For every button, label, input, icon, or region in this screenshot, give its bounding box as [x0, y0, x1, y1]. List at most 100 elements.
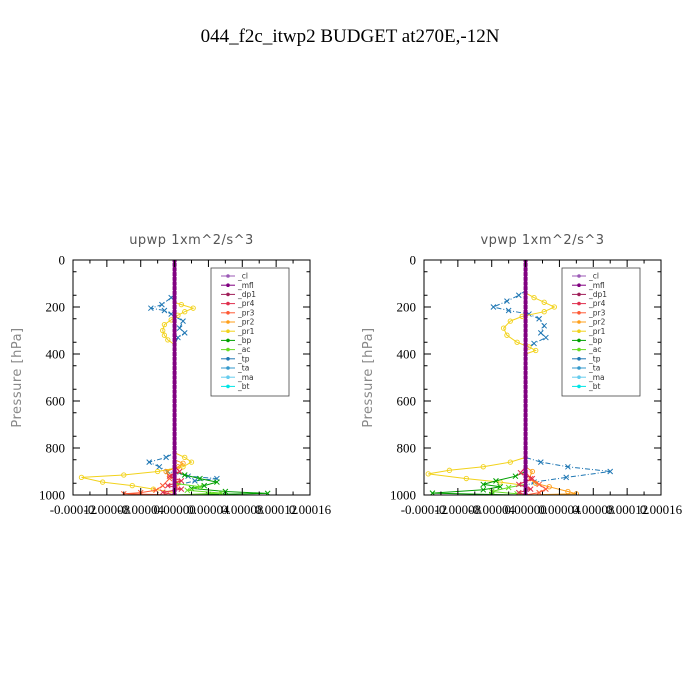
data-point [523, 347, 528, 352]
data-point [523, 328, 528, 333]
data-point [523, 295, 528, 300]
data-point [180, 318, 186, 324]
legend-label: _bt [237, 382, 250, 391]
legend-marker [577, 357, 581, 361]
legend-item: _bt [572, 382, 601, 391]
legend-item: _pr2 [221, 318, 255, 327]
data-point [159, 489, 166, 495]
data-point [172, 276, 177, 281]
legend-marker [226, 301, 230, 306]
series-tp [490, 260, 614, 495]
data-point [176, 468, 183, 475]
y-tick-label: 800 [397, 441, 417, 456]
data-point [505, 484, 512, 491]
data-point [425, 471, 431, 477]
legend: _cl_mfl_dp1_pr4_pr3_pr2_pr1_bp_ac_tp_ta_… [561, 267, 641, 397]
data-point [172, 380, 177, 385]
data-point [523, 272, 528, 277]
data-point [161, 321, 168, 328]
data-point [172, 460, 177, 465]
legend-label: _ac [237, 345, 250, 354]
legend-item: _pr3 [572, 308, 606, 317]
series-mfl [172, 260, 177, 495]
data-point [523, 431, 528, 436]
legend-item: _bp [221, 336, 252, 345]
legend: _cl_mfl_dp1_pr4_pr3_pr2_pr1_bp_ac_tp_ta_… [210, 267, 290, 397]
x-tick-label: -0.00008 [435, 502, 482, 517]
data-point [156, 463, 163, 470]
legend-marker [226, 283, 230, 288]
data-point [529, 475, 536, 482]
data-point [523, 333, 528, 338]
x-tick-label: 0.00004 [187, 502, 230, 517]
series-line [525, 260, 577, 495]
series-ac [488, 260, 527, 495]
data-point [504, 332, 510, 338]
data-point [172, 272, 177, 277]
data-point [161, 307, 168, 314]
data-point [163, 468, 169, 475]
data-point [181, 329, 188, 336]
data-point [523, 394, 528, 399]
x-tick-label: -0.00004 [468, 502, 515, 517]
data-point [523, 342, 528, 347]
legend-item: _ac [572, 345, 601, 354]
data-point [523, 375, 528, 380]
legend-label: _tp [237, 354, 250, 363]
data-point [188, 459, 195, 465]
data-point [523, 380, 528, 385]
data-point [523, 384, 528, 389]
legend-item: _dp1 [572, 290, 607, 299]
legend-marker [226, 274, 230, 278]
y-tick-label: 800 [46, 441, 66, 456]
legend-item: _pr2 [572, 318, 606, 327]
data-point [523, 450, 528, 455]
data-point [172, 352, 177, 356]
data-point [172, 375, 177, 380]
series-tp [146, 260, 220, 495]
data-point [172, 347, 177, 352]
series-pr1 [425, 260, 557, 495]
data-point [197, 475, 203, 482]
data-point [565, 488, 571, 495]
data-point [551, 304, 557, 310]
series-line [147, 260, 217, 495]
x-tick-label: -0.00004 [117, 502, 164, 517]
data-point [523, 427, 528, 432]
legend-item: _bp [572, 336, 603, 345]
data-point [607, 468, 614, 475]
data-point [172, 286, 177, 291]
data-point [172, 290, 177, 295]
data-point [527, 486, 534, 492]
data-point [565, 463, 571, 470]
data-point [192, 478, 198, 484]
data-point [172, 300, 177, 305]
data-point [154, 468, 161, 475]
legend-item: _mfl [221, 281, 254, 290]
data-point [172, 464, 177, 469]
data-point [172, 413, 177, 418]
data-point [523, 309, 528, 314]
data-point [546, 484, 552, 490]
data-point [166, 473, 173, 480]
data-point [172, 370, 177, 375]
legend-marker [577, 320, 581, 324]
data-point [523, 305, 528, 309]
data-point [523, 356, 528, 361]
legend-item: _mfl [572, 281, 605, 290]
data-point [172, 295, 177, 300]
legend-item: _ta [572, 364, 600, 373]
legend-label: _dp1 [588, 290, 607, 299]
data-point [190, 305, 196, 311]
data-point [172, 384, 177, 389]
data-point [523, 399, 528, 403]
data-point [172, 474, 177, 479]
x-tick-label: 0.00008 [221, 502, 263, 517]
data-point [172, 431, 177, 436]
legend-label: _cl [237, 272, 248, 281]
data-point [523, 483, 528, 488]
legend-marker [577, 338, 581, 343]
data-point [490, 304, 497, 310]
data-point [480, 481, 487, 488]
data-point [497, 483, 504, 490]
